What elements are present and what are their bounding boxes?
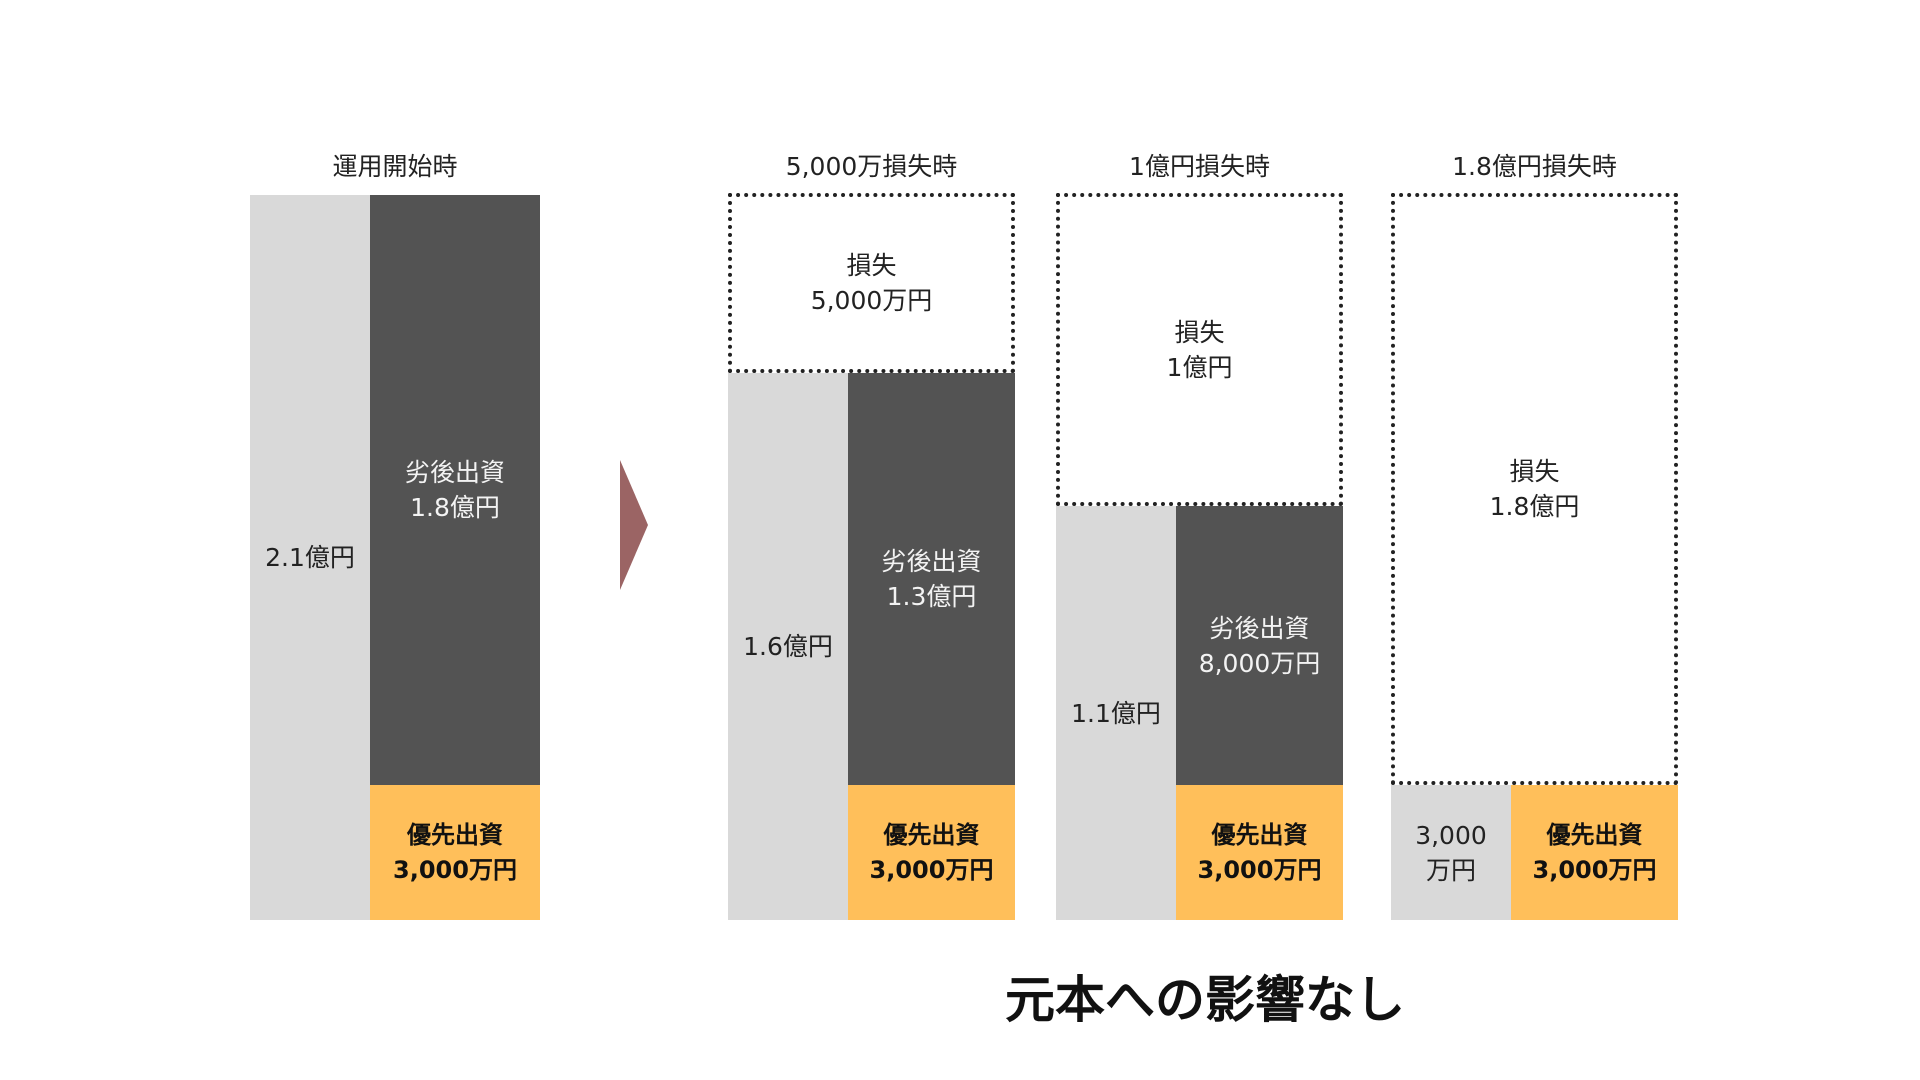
junior-value-start: 1.8億円 [410,493,500,522]
senior-value-loss5000: 3,000万円 [869,855,994,884]
loss-label-loss1: 損失 [1174,317,1225,347]
footer-caption: 元本への影響なし [1005,971,1405,1029]
senior-block-loss5000: 優先出資 3,000万円 [848,785,1015,920]
column-title-start: 運用開始時 [332,152,458,181]
senior-value-start: 3,000万円 [393,855,517,884]
total-block-loss1: 1.1億円 [1056,506,1176,920]
total-label-start: 2.1億円 [265,543,355,572]
junior-label-loss5000: 劣後出資 [881,547,982,576]
loss-block-loss5000: 損失 5,000万円 [728,193,1015,373]
senior-block-loss1: 優先出資 3,000万円 [1176,785,1343,920]
senior-label-start: 優先出資 [406,820,503,849]
total-block-start: 2.1億円 [250,195,370,920]
junior-value-loss5000: 1.3億円 [886,582,977,611]
total-label-loss18-line1: 3,000 [1415,820,1487,850]
senior-label-loss5000: 優先出資 [883,820,980,849]
senior-block-loss18: 優先出資 3,000万円 [1511,785,1678,920]
senior-value-loss18: 3,000万円 [1532,855,1657,884]
loss-block-loss18: 損失 1.8億円 [1391,193,1678,785]
column-title-loss1: 1億円損失時 [1129,152,1270,181]
senior-block-start: 優先出資 3,000万円 [370,785,540,920]
total-block-loss18: 3,000 万円 [1391,785,1511,920]
column-title-loss5000: 5,000万損失時 [785,152,958,181]
junior-label-loss1: 劣後出資 [1209,613,1310,643]
total-block-loss5000: 1.6億円 [728,373,848,920]
junior-block-loss1: 劣後出資 8,000万円 [1176,506,1343,785]
column-title-loss18: 1.8億円損失時 [1452,152,1617,181]
junior-block-loss5000: 劣後出資 1.3億円 [848,373,1015,785]
junior-block-start: 劣後出資 1.8億円 [370,195,540,785]
total-label-loss5000: 1.6億円 [743,632,833,661]
loss-label-loss18: 損失 [1509,457,1560,486]
senior-value-loss1: 3,000万円 [1197,855,1322,884]
total-label-loss18-line2: 万円 [1425,855,1476,885]
loss-block-loss1: 損失 1億円 [1056,193,1343,506]
loss-value-loss18: 1.8億円 [1489,492,1580,521]
right-arrow-icon [620,460,648,590]
senior-label-loss1: 優先出資 [1211,820,1308,849]
loss-value-loss5000: 5,000万円 [810,286,933,315]
total-label-loss1: 1.1億円 [1071,698,1161,728]
senior-label-loss18: 優先出資 [1546,820,1643,849]
junior-value-loss1: 8,000万円 [1198,648,1321,678]
loss-value-loss1: 1億円 [1166,352,1233,382]
loss-label-loss5000: 損失 [846,251,897,280]
junior-label-start: 劣後出資 [404,458,505,487]
